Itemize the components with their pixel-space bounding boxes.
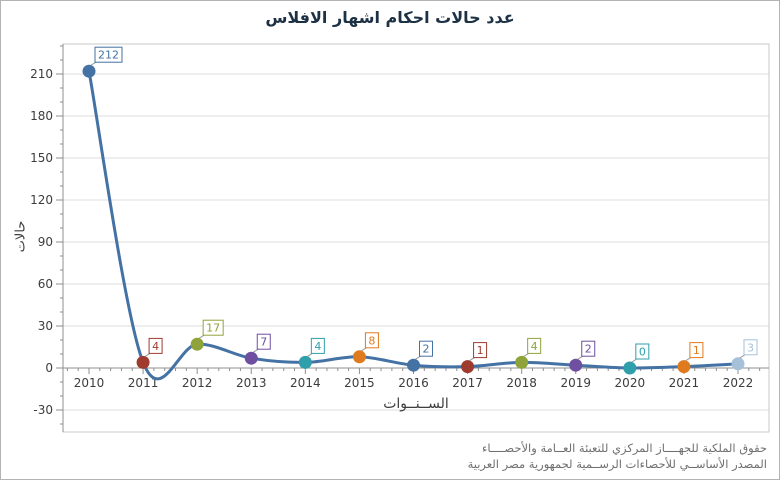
source-line: المصدر الأساســي للأحصاءات الرســمية لجم… [467,457,767,471]
svg-text:2: 2 [423,343,430,356]
svg-text:8: 8 [368,334,375,347]
svg-text:2: 2 [585,343,592,356]
svg-text:7: 7 [260,336,267,349]
svg-text:2010: 2010 [74,376,105,390]
svg-text:4: 4 [531,340,538,353]
svg-text:2019: 2019 [560,376,591,390]
chart-title: عدد حالات احكام اشهار الافلاس [265,8,515,27]
svg-text:2012: 2012 [182,376,213,390]
svg-text:3: 3 [747,341,754,354]
svg-text:60: 60 [38,277,53,291]
svg-text:-30: -30 [33,403,53,417]
svg-text:2022: 2022 [723,376,754,390]
svg-text:0: 0 [639,346,646,359]
svg-text:2016: 2016 [398,376,429,390]
svg-text:1: 1 [693,344,700,357]
svg-text:2015: 2015 [344,376,375,390]
x-axis-title: الســنــوات [383,396,449,412]
svg-text:90: 90 [38,235,53,249]
svg-text:30: 30 [38,319,53,333]
svg-text:2014: 2014 [290,376,321,390]
svg-text:2013: 2013 [236,376,267,390]
svg-text:180: 180 [30,109,53,123]
svg-text:0: 0 [45,361,53,375]
svg-text:2017: 2017 [452,376,483,390]
svg-text:2020: 2020 [615,376,646,390]
svg-text:2021: 2021 [669,376,700,390]
svg-text:210: 210 [30,67,53,81]
svg-text:150: 150 [30,151,53,165]
svg-text:17: 17 [206,322,220,335]
svg-text:1: 1 [477,344,484,357]
svg-text:2011: 2011 [128,376,159,390]
source-note: حقوق الملكية للجهــــاز المركزي للتعبئة … [468,440,767,472]
svg-text:120: 120 [30,193,53,207]
y-axis-title: حالات [13,220,29,253]
svg-text:212: 212 [98,49,119,62]
svg-text:2018: 2018 [506,376,537,390]
svg-text:4: 4 [314,340,321,353]
copyright-line: حقوق الملكية للجهــــاز المركزي للتعبئة … [482,441,767,455]
svg-text:4: 4 [152,340,159,353]
